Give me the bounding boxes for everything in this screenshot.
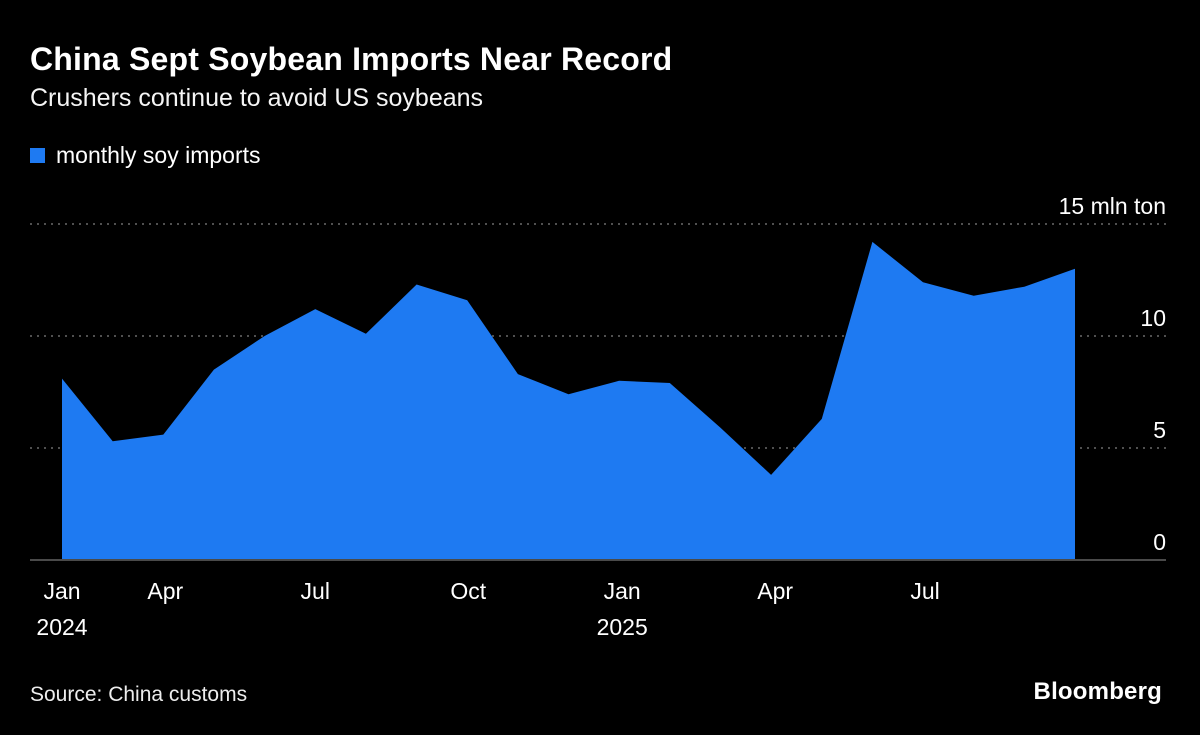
- x-tick-label: Apr: [147, 578, 184, 604]
- x-tick-label: Oct: [450, 578, 487, 604]
- x-tick-year: 2024: [36, 614, 88, 640]
- x-tick-label: Jan: [43, 578, 81, 604]
- legend-label: monthly soy imports: [56, 142, 261, 168]
- y-tick-label: 15 mln ton: [1058, 193, 1166, 219]
- chart-title: China Sept Soybean Imports Near Record: [30, 41, 673, 77]
- x-tick-label: Jul: [910, 578, 940, 604]
- x-tick-label: Jan: [603, 578, 641, 604]
- x-tick-label: Jul: [300, 578, 330, 604]
- y-tick-label: 0: [1153, 529, 1166, 555]
- area-series: [62, 241, 1075, 560]
- legend: monthly soy imports: [30, 142, 261, 169]
- chart-subtitle: Crushers continue to avoid US soybeans: [30, 84, 484, 112]
- x-tick-label: Apr: [757, 578, 794, 604]
- y-tick-label: 5: [1153, 417, 1166, 443]
- x-tick-year: 2025: [596, 614, 648, 640]
- y-tick-label: 10: [1140, 305, 1166, 331]
- legend-swatch-icon: [30, 148, 45, 163]
- bloomberg-logo: Bloomberg: [1033, 678, 1162, 705]
- source-note: Source: China customs: [30, 683, 248, 706]
